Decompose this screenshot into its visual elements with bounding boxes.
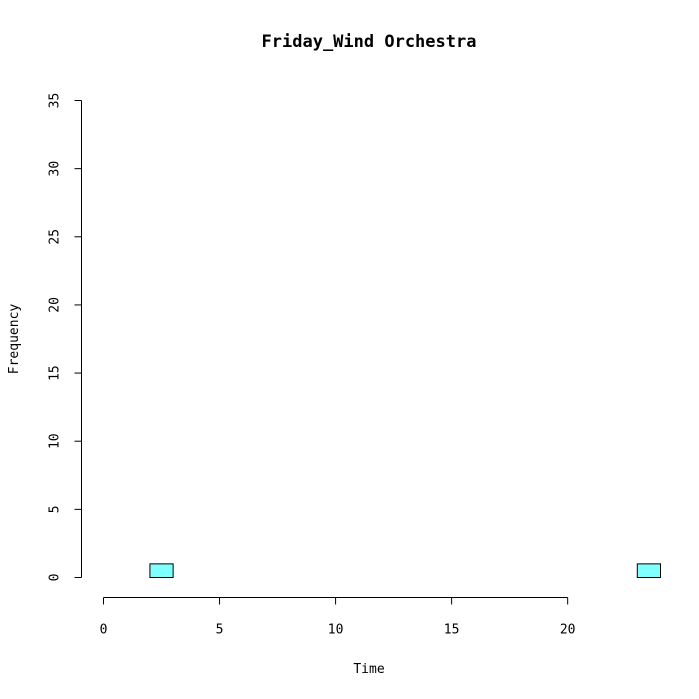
y-axis-label: Frequency [7, 304, 22, 375]
x-tick-label: 20 [560, 623, 576, 638]
x-tick-label: 15 [444, 623, 460, 638]
y-tick-label: 5 [48, 505, 63, 513]
y-tick-label: 30 [48, 161, 63, 177]
histogram-bar [149, 563, 174, 578]
y-tick-label: 25 [48, 229, 63, 245]
x-axis-label: Time [353, 662, 384, 677]
x-tick-label: 0 [100, 623, 108, 638]
chart-title: Friday_Wind Orchestra [262, 32, 477, 52]
y-tick-label: 35 [48, 93, 63, 109]
y-tick-label: 10 [48, 433, 63, 449]
histogram-bars [149, 563, 662, 578]
y-axis: 0 5 10 15 20 25 30 35 [48, 93, 82, 582]
y-tick-label: 20 [48, 297, 63, 313]
x-tick-label: 10 [328, 623, 344, 638]
x-tick-label: 5 [216, 623, 224, 638]
x-axis: 0 5 10 15 20 [100, 597, 576, 638]
histogram-bar [636, 563, 662, 578]
y-tick-label: 15 [48, 365, 63, 381]
y-tick-label: 0 [48, 574, 63, 582]
